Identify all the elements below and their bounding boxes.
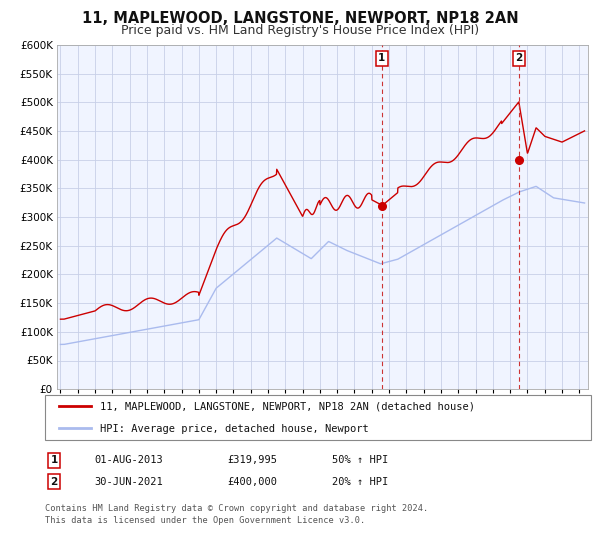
Text: £400,000: £400,000 [227, 477, 277, 487]
Text: Price paid vs. HM Land Registry's House Price Index (HPI): Price paid vs. HM Land Registry's House … [121, 24, 479, 36]
Text: 30-JUN-2021: 30-JUN-2021 [95, 477, 163, 487]
Text: 11, MAPLEWOOD, LANGSTONE, NEWPORT, NP18 2AN (detached house): 11, MAPLEWOOD, LANGSTONE, NEWPORT, NP18 … [100, 402, 475, 412]
Text: 01-AUG-2013: 01-AUG-2013 [95, 455, 163, 465]
Text: 11, MAPLEWOOD, LANGSTONE, NEWPORT, NP18 2AN: 11, MAPLEWOOD, LANGSTONE, NEWPORT, NP18 … [82, 11, 518, 26]
Text: HPI: Average price, detached house, Newport: HPI: Average price, detached house, Newp… [100, 424, 368, 434]
Text: 2: 2 [515, 53, 523, 63]
Text: Contains HM Land Registry data © Crown copyright and database right 2024.
This d: Contains HM Land Registry data © Crown c… [45, 504, 428, 525]
Text: £319,995: £319,995 [227, 455, 277, 465]
Text: 50% ↑ HPI: 50% ↑ HPI [332, 455, 388, 465]
Text: 1: 1 [50, 455, 58, 465]
FancyBboxPatch shape [45, 395, 591, 440]
Text: 1: 1 [378, 53, 386, 63]
Text: 2: 2 [50, 477, 58, 487]
Text: 20% ↑ HPI: 20% ↑ HPI [332, 477, 388, 487]
